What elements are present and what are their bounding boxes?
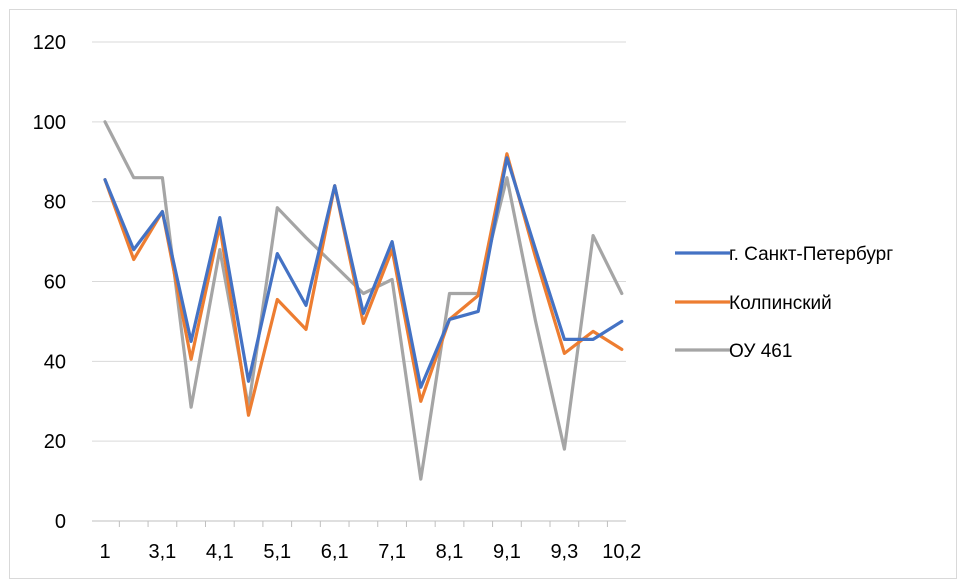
y-tick-label: 100 — [33, 112, 66, 134]
x-tick-label: 4,1 — [206, 541, 234, 563]
x-tick-label: 9,1 — [493, 541, 521, 563]
series-line — [103, 156, 624, 389]
y-tick-label: 40 — [44, 351, 66, 373]
x-tick-label: 1 — [99, 541, 110, 563]
y-tick-label: 60 — [44, 272, 66, 294]
legend-label: ОУ 461 — [729, 341, 792, 362]
legend-label: г. Санкт-Петербург — [729, 244, 893, 265]
legend-label: Колпинский — [729, 293, 832, 314]
y-tick-label: 120 — [33, 32, 66, 54]
x-tick-label: 3,1 — [149, 541, 177, 563]
x-tick-label: 7,1 — [378, 541, 406, 563]
y-tick-label: 80 — [44, 192, 66, 214]
y-tick-label: 20 — [44, 431, 66, 453]
x-tick-label: 9,3 — [550, 541, 578, 563]
y-tick-label: 0 — [55, 511, 66, 533]
x-tick-label: 8,1 — [436, 541, 464, 563]
series-line — [103, 152, 624, 417]
x-tick-label: 10,2 — [602, 541, 641, 563]
series-line — [103, 120, 624, 481]
x-tick-label: 6,1 — [321, 541, 349, 563]
x-tick-label: 5,1 — [263, 541, 291, 563]
